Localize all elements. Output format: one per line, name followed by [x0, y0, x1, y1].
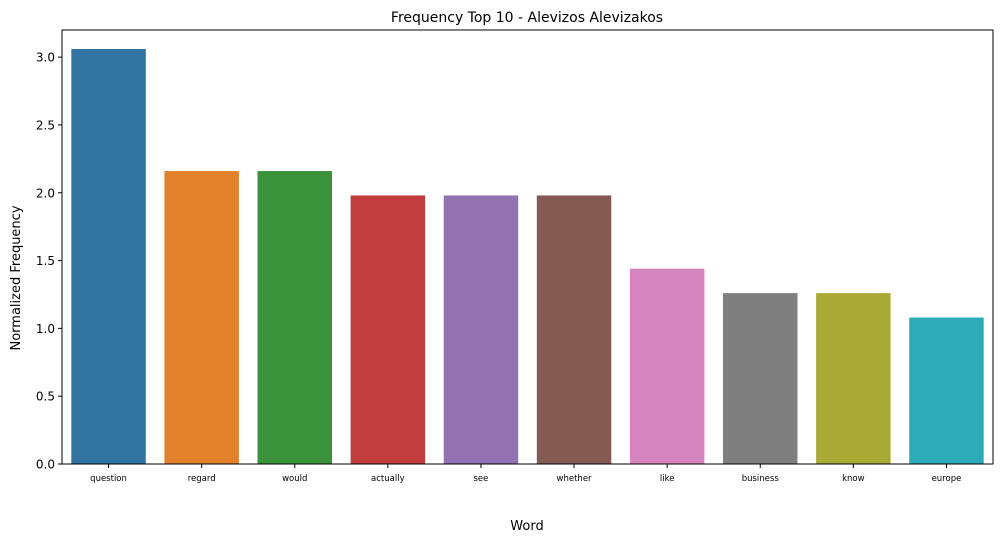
y-tick-label: 1.0: [36, 322, 55, 336]
y-axis-label: Normalized Frequency: [9, 205, 24, 350]
axes-layer: question regard would actually see whether lik…: [36, 29, 994, 484]
bar-regard: [164, 171, 239, 465]
x-tick-label-business: business: [742, 474, 780, 484]
x-tick-label-see: see: [474, 474, 489, 484]
bar-actually: [350, 195, 426, 464]
x-tick-label-whether: whether: [557, 474, 593, 484]
bar-whether: [536, 195, 612, 464]
y-tick-label: 2.0: [36, 186, 55, 200]
y-tick-label: 3.0: [36, 51, 55, 65]
x-tick-label-europe: europe: [932, 474, 962, 484]
bar-europe: [909, 317, 984, 464]
bar-know: [816, 293, 891, 464]
x-tick-label-regard: regard: [188, 474, 216, 484]
bar-business: [723, 293, 798, 464]
chart-title: Frequency Top 10 - Alevizos Alevizakos: [391, 10, 663, 26]
bar-like: [629, 268, 705, 464]
x-axis-label: Word: [510, 519, 543, 534]
x-tick-label-like: like: [660, 474, 675, 484]
x-tick-label-know: know: [842, 474, 865, 484]
y-tick-label: 0.5: [36, 390, 55, 404]
bar-would: [257, 171, 332, 465]
bar-see: [443, 195, 519, 464]
bar-question: [71, 48, 146, 465]
x-tick-label-question: question: [90, 474, 127, 484]
bars-layer: [71, 48, 984, 465]
y-tick-label: 1.5: [36, 254, 55, 268]
plot-frame: [61, 29, 994, 465]
y-tick-label: 0.0: [36, 458, 55, 472]
x-tick-label-would: would: [282, 474, 307, 484]
x-tick-label-actually: actually: [371, 474, 405, 484]
y-tick-label: 2.5: [36, 118, 55, 132]
